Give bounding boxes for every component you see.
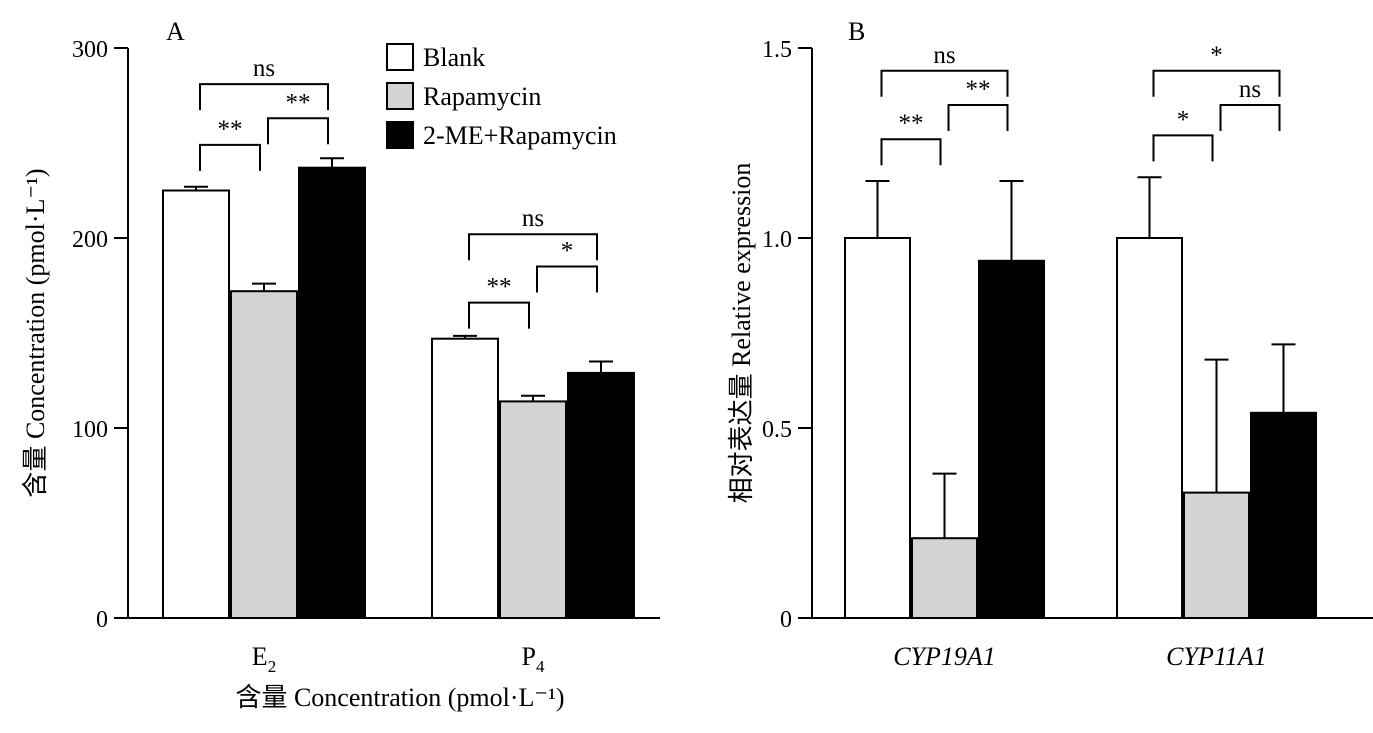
bar-1-0 [230,290,298,619]
significance-label: ns [1239,76,1261,103]
significance-label: ** [487,274,512,301]
bar-1-1 [1183,491,1250,620]
x-category-label-text: CYP19A1 [893,642,996,671]
significance-bracket [199,83,329,111]
significance-bracket [880,69,1009,97]
y-tick-label: 0 [780,607,792,633]
y-axis-label: 含量 Concentration (pmol·L⁻¹) [21,168,50,497]
legend-label: 2-ME+Rapamycin [423,121,617,150]
significance-label: ** [218,116,243,143]
x-category-label: CYP19A1 [893,642,996,671]
x-category-label: E2 [252,642,276,676]
bar-2-1 [1250,411,1317,619]
legend-swatch [386,121,414,149]
significance-bracket [536,265,598,293]
significance-bracket [947,104,1009,131]
significance-bracket [880,138,942,166]
x-category-label-subscript: 4 [536,657,545,676]
significance-bracket [1152,134,1214,162]
y-tick-label: 1.5 [762,37,792,63]
x-category-label-text: P [522,642,536,671]
bar-0-0 [162,189,230,619]
y-tick-label: 300 [72,37,108,63]
legend-swatch [386,82,414,110]
bar-2-1 [567,371,635,619]
y-tick-label: 100 [72,417,108,443]
legend-swatch [386,43,414,71]
bar-2-0 [978,259,1045,619]
bar-0-1 [1116,237,1183,619]
legend-label: Blank [423,43,485,72]
y-tick-label: 200 [72,227,108,253]
significance-bracket [1219,104,1281,131]
bar-1-0 [911,537,978,620]
bar-2-0 [298,166,366,619]
significance-label: ** [966,76,991,103]
significance-bracket [199,143,261,171]
bar-1-1 [499,400,567,619]
y-tick-label: 0.5 [762,417,792,443]
x-category-label-text: CYP11A1 [1166,642,1267,671]
significance-label: ** [286,89,311,116]
significance-label: * [561,238,574,265]
significance-bracket [1152,69,1281,97]
x-category-label: P4 [522,642,545,676]
significance-label: ns [933,42,955,69]
panel-b-chart: 0 0.5 1.0 1.5 B CYP19A1 CYP11A1 ** ** ns * ns * 相对表达量… [727,17,1373,671]
significance-label: * [1210,42,1223,69]
x-category-label-subscript: 2 [268,657,277,676]
significance-label: ** [899,110,924,137]
x-axis-label: 含量 Concentration (pmol·L⁻¹) [235,683,564,712]
x-category-label-text: E [252,642,268,671]
significance-label: ns [253,55,275,82]
y-axis-label: 相对表达量 Relative expression [727,163,756,504]
bar-0-1 [431,337,499,619]
panel-label: A [166,17,185,46]
panel-label: B [848,17,865,46]
legend: Blank Rapamycin 2-ME+Rapamycin [386,43,617,150]
legend-label: Rapamycin [423,82,541,111]
significance-bracket [468,301,530,329]
y-tick-label: 0 [96,607,108,633]
significance-label: ns [522,205,544,232]
y-tick-label: 1.0 [762,227,792,253]
bar-0-0 [844,237,911,619]
significance-label: * [1177,106,1190,133]
significance-bracket [267,117,329,145]
significance-bracket [468,233,598,261]
x-category-label: CYP11A1 [1166,642,1267,671]
